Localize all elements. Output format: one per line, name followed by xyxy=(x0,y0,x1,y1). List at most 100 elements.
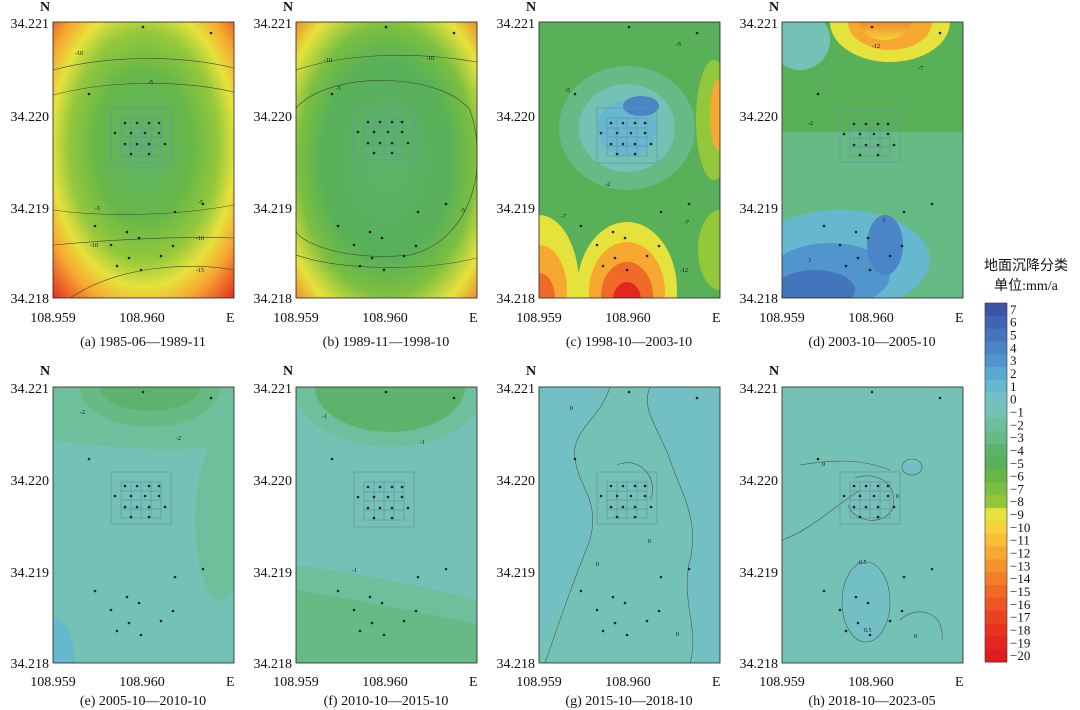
legend-swatch xyxy=(985,546,1007,560)
y-tick: 34.218 xyxy=(11,657,50,672)
contour-label: 0.5 xyxy=(864,628,872,634)
y-tick: 34.221 xyxy=(11,382,50,397)
legend-swatch xyxy=(985,649,1007,663)
x-tick: 108.960 xyxy=(848,675,894,690)
panel-g: 0 0 0 0 N 34.221 34.220 34.219 34.218 10… xyxy=(497,364,721,709)
x-tick: 108.959 xyxy=(273,675,319,690)
contour-label: -1 xyxy=(420,440,425,446)
x-tick: 108.959 xyxy=(273,311,319,326)
legend-label: 4 xyxy=(1010,340,1017,355)
panel-caption: (f) 2010-10—2015-10 xyxy=(324,694,449,709)
y-tick: 34.219 xyxy=(497,566,536,581)
contour-label: -2 xyxy=(605,182,610,188)
legend-swatch xyxy=(985,559,1007,573)
contour-label: -2 xyxy=(176,436,181,442)
y-tick: 34.221 xyxy=(497,17,536,32)
legend-label: −4 xyxy=(1010,443,1024,458)
y-tick: 34.219 xyxy=(740,202,779,217)
legend-swatches: 76543210−1−2−3−4−5−6−7−8−9−10−11−12−13−1… xyxy=(985,302,1031,663)
north-label: N xyxy=(40,0,50,15)
contour-label: 3 xyxy=(808,258,811,264)
legend-label: −16 xyxy=(1010,597,1031,612)
legend-swatch xyxy=(985,520,1007,535)
legend-swatch xyxy=(985,367,1007,381)
contour-label: 0 xyxy=(914,634,917,640)
east-label: E xyxy=(469,311,478,326)
x-tick: 108.959 xyxy=(516,311,562,326)
legend-swatch xyxy=(985,431,1007,445)
panel-a: -10 -5 -5 -5 -10 -10 -15 N 34.221 34.220… xyxy=(11,0,235,350)
legend-swatch xyxy=(985,341,1007,355)
contour-label: -12 xyxy=(680,268,688,274)
y-tick: 34.218 xyxy=(497,292,536,307)
panel-caption: (g) 2015-10—2018-10 xyxy=(565,694,692,709)
legend-swatch xyxy=(985,328,1007,342)
legend-swatch xyxy=(985,533,1007,548)
contour-label: -5 xyxy=(198,200,203,206)
legend-label: 7 xyxy=(1010,302,1017,317)
y-tick: 34.218 xyxy=(11,292,50,307)
x-tick: 108.960 xyxy=(119,675,165,690)
legend-label: −7 xyxy=(1010,481,1024,496)
north-label: N xyxy=(769,364,779,379)
east-label: E xyxy=(469,675,478,690)
contour-label: -2 xyxy=(80,410,85,416)
panel-caption: (b) 1989-11—1998-10 xyxy=(323,335,450,350)
north-label: N xyxy=(769,0,779,15)
y-tick: 34.220 xyxy=(497,474,536,489)
contour-label: 0 xyxy=(648,539,651,545)
legend-swatch xyxy=(985,379,1007,394)
x-tick: 108.960 xyxy=(605,311,651,326)
contour-label: -15 xyxy=(196,268,204,274)
x-tick: 108.959 xyxy=(516,675,562,690)
contour-label: -10 xyxy=(426,56,434,62)
x-tick: 108.960 xyxy=(362,675,408,690)
y-tick: 34.220 xyxy=(254,474,293,489)
contour-label: 0 xyxy=(676,632,679,638)
east-label: E xyxy=(226,675,235,690)
legend-swatch xyxy=(985,636,1007,650)
y-tick: 34.221 xyxy=(740,382,779,397)
legend-label: −2 xyxy=(1010,417,1024,432)
legend-swatch xyxy=(985,456,1007,471)
north-label: N xyxy=(526,364,536,379)
y-tick: 34.221 xyxy=(254,17,293,32)
legend-label: −1 xyxy=(1010,404,1024,419)
panel-caption: (e) 2005-10—2010-10 xyxy=(80,694,206,709)
contour-label: 0 xyxy=(896,494,899,500)
legend-swatch xyxy=(985,623,1007,637)
contour-label: -12 xyxy=(872,44,880,50)
legend-swatch xyxy=(985,444,1007,458)
legend-label: 0 xyxy=(1010,392,1017,407)
contour-label: -10 xyxy=(90,243,98,249)
contour-label: 0 xyxy=(596,562,599,568)
y-tick: 34.221 xyxy=(497,382,536,397)
legend-label: 2 xyxy=(1010,366,1017,381)
north-label: N xyxy=(526,0,536,15)
north-label: N xyxy=(283,364,293,379)
legend-label: 3 xyxy=(1010,353,1017,368)
y-tick: 34.218 xyxy=(740,657,779,672)
x-tick: 108.960 xyxy=(119,311,165,326)
legend-swatch xyxy=(985,585,1007,599)
contour-label: -10 xyxy=(324,58,332,64)
legend-label: −15 xyxy=(1010,584,1030,599)
y-tick: 34.221 xyxy=(254,382,293,397)
x-tick: 108.959 xyxy=(30,311,76,326)
contour-label: -1 xyxy=(352,568,357,574)
legend-swatch xyxy=(985,495,1007,509)
contour-label: -7 xyxy=(918,66,923,72)
x-tick: 108.960 xyxy=(848,311,894,326)
east-label: E xyxy=(955,311,964,326)
y-tick: 34.221 xyxy=(11,17,50,32)
legend-label: −19 xyxy=(1010,635,1030,650)
contour-label: -7 xyxy=(684,220,689,226)
legend-label: −6 xyxy=(1010,469,1024,484)
contour-label: -7 xyxy=(561,214,566,220)
panel-e: -2 -2 N 34.221 34.220 34.219 34.218 108.… xyxy=(11,364,235,709)
legend-swatch xyxy=(985,315,1007,330)
contour-label: -5 xyxy=(460,208,465,214)
legend-label: −9 xyxy=(1010,507,1024,522)
legend-label: 5 xyxy=(1010,328,1017,343)
